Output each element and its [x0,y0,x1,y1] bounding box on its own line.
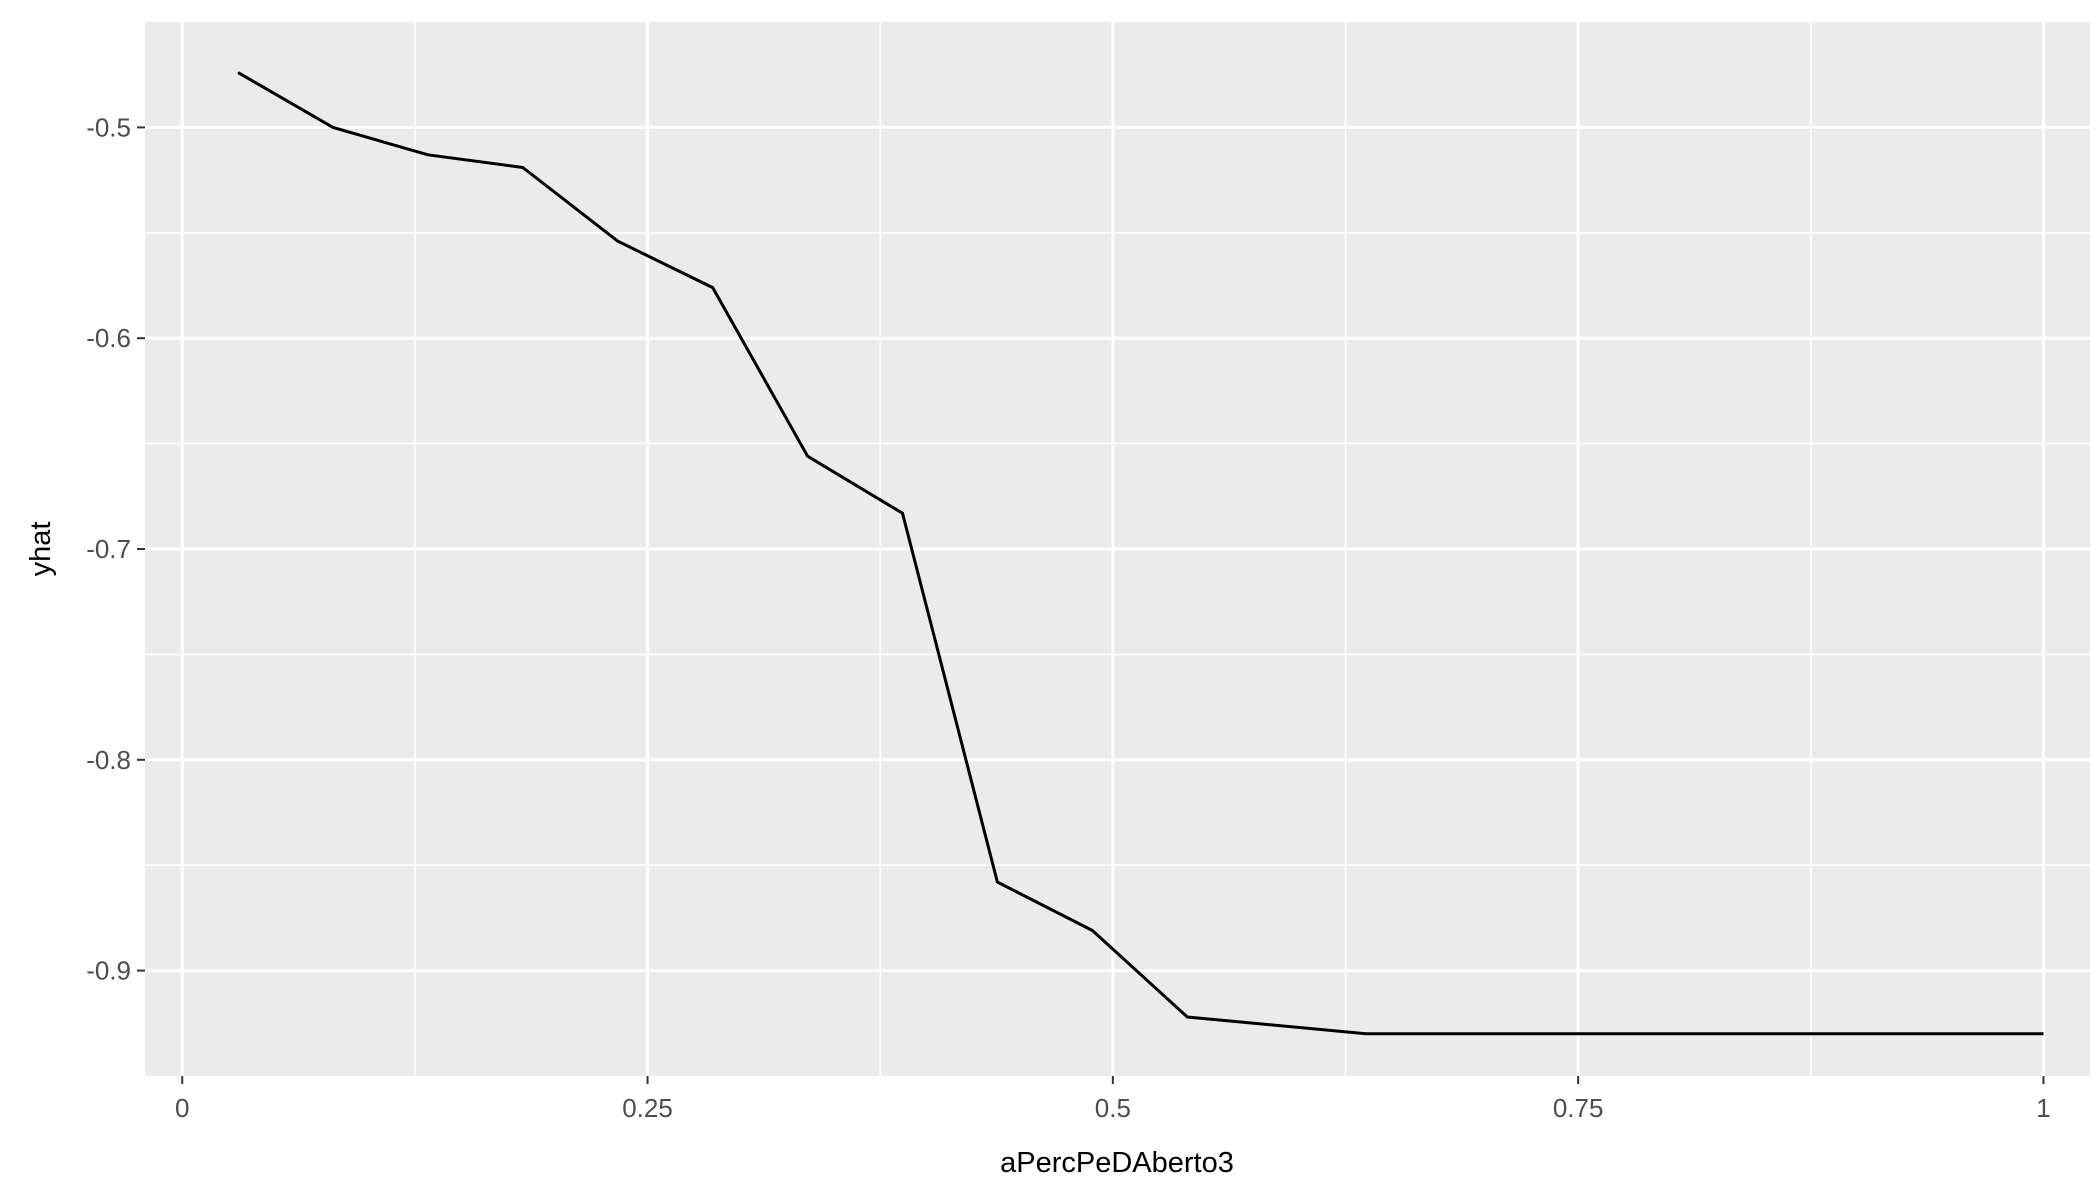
x-tick-label: 0 [175,1093,189,1123]
major-gridlines [145,22,2090,1076]
x-tick-label: 0.5 [1095,1093,1131,1123]
x-tick-label: 0.75 [1553,1093,1604,1123]
y-tick-label: -0.8 [86,745,131,775]
x-axis: 0 0.25 0.5 0.75 1 [175,1076,2051,1123]
y-axis: -0.5 -0.6 -0.7 -0.8 -0.9 [86,112,145,986]
y-tick-label: -0.7 [86,534,131,564]
series-line [237,71,2044,1036]
y-tick-label: -0.9 [86,956,131,986]
series-layer [237,71,2044,1036]
y-tick-label: -0.5 [86,112,131,142]
x-tick-label: 1 [2036,1093,2050,1123]
x-axis-title: aPercPeDAberto3 [1000,1147,1234,1179]
y-tick-label: -0.6 [86,323,131,353]
x-tick-label: 0.25 [622,1093,673,1123]
y-axis-title: yhat [25,522,57,577]
